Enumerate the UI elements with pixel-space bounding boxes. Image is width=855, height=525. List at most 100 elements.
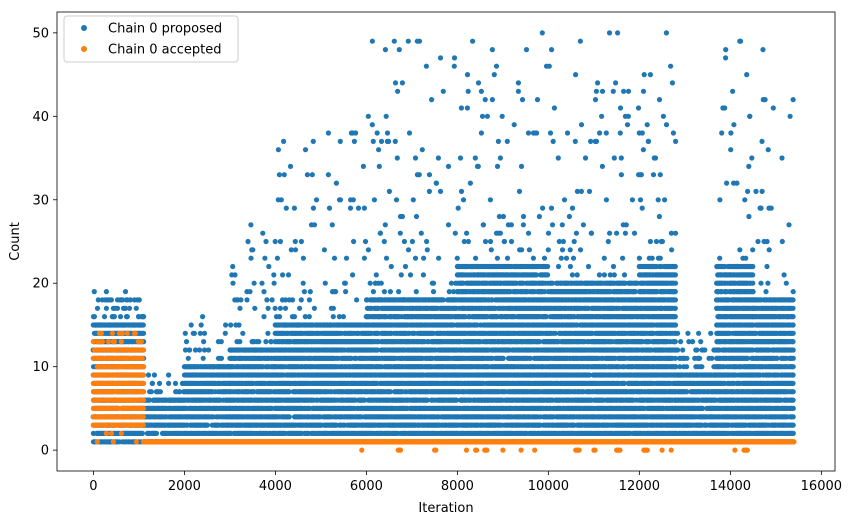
proposed-point — [265, 330, 271, 336]
proposed-point — [133, 305, 139, 311]
proposed-point — [395, 88, 401, 94]
proposed-point — [263, 339, 269, 345]
proposed-point — [353, 130, 359, 136]
proposed-point — [396, 47, 402, 53]
proposed-point — [369, 122, 375, 128]
proposed-point — [205, 347, 212, 353]
proposed-point — [292, 247, 299, 253]
proposed-point — [146, 397, 153, 403]
proposed-point — [263, 238, 269, 245]
proposed-point — [268, 339, 274, 345]
proposed-point — [198, 322, 204, 328]
proposed-point — [183, 339, 190, 345]
proposed-point — [410, 197, 416, 203]
proposed-point — [188, 322, 194, 328]
proposed-point — [287, 163, 294, 169]
proposed-point — [374, 130, 380, 136]
proposed-point — [392, 80, 399, 86]
proposed-point — [298, 297, 304, 303]
proposed-point — [230, 263, 236, 270]
proposed-point — [251, 280, 257, 286]
proposed-point — [124, 314, 130, 320]
proposed-point — [103, 289, 109, 295]
proposed-point — [182, 347, 189, 353]
proposed-point — [401, 238, 407, 245]
proposed-point — [122, 305, 128, 311]
proposed-point — [351, 138, 357, 144]
proposed-point — [172, 380, 179, 386]
proposed-point — [94, 305, 101, 311]
proposed-point — [437, 188, 444, 194]
proposed-point — [464, 230, 470, 236]
proposed-point — [454, 255, 460, 261]
proposed-point — [252, 305, 258, 311]
proposed-point — [114, 305, 121, 311]
proposed-point — [108, 297, 114, 303]
proposed-point — [382, 222, 388, 228]
proposed-point — [261, 314, 267, 320]
proposed-point — [386, 138, 392, 144]
proposed-point — [458, 188, 465, 194]
proposed-point — [264, 297, 270, 303]
proposed-point — [383, 113, 389, 119]
proposed-point — [218, 355, 225, 361]
proposed-point — [350, 197, 356, 203]
proposed-point — [467, 180, 473, 186]
proposed-point — [381, 289, 387, 295]
proposed-point — [282, 297, 289, 303]
proposed-point — [413, 289, 419, 295]
proposed-point — [141, 314, 147, 320]
proposed-point — [367, 280, 373, 286]
proposed-point — [416, 38, 423, 44]
proposed-point — [343, 289, 349, 295]
proposed-point — [91, 314, 97, 320]
proposed-point — [426, 172, 433, 178]
proposed-point — [127, 297, 133, 303]
proposed-point — [460, 197, 467, 203]
proposed-point — [405, 247, 412, 253]
proposed-point — [304, 172, 310, 178]
proposed-point — [376, 147, 382, 153]
proposed-point — [272, 305, 278, 311]
proposed-point — [387, 289, 393, 295]
proposed-point — [424, 238, 430, 245]
proposed-point — [436, 255, 442, 261]
proposed-point — [310, 138, 316, 144]
proposed-point — [451, 63, 457, 69]
proposed-point — [281, 172, 287, 178]
proposed-point — [201, 339, 207, 345]
proposed-point — [274, 255, 280, 261]
proposed-point — [397, 230, 403, 236]
proposed-point — [409, 238, 415, 245]
proposed-point — [271, 280, 277, 286]
proposed-point — [326, 205, 333, 211]
proposed-point — [266, 263, 272, 270]
proposed-point — [281, 138, 287, 144]
proposed-point — [91, 289, 97, 295]
proposed-point — [433, 180, 439, 186]
proposed-point — [455, 205, 461, 211]
proposed-point — [381, 238, 387, 245]
proposed-point — [276, 314, 283, 320]
proposed-point — [182, 330, 188, 336]
proposed-point — [331, 255, 338, 261]
proposed-point — [237, 305, 243, 311]
proposed-point — [201, 330, 208, 336]
proposed-point — [370, 138, 376, 144]
proposed-point — [321, 247, 327, 253]
proposed-point — [259, 280, 265, 286]
proposed-point — [333, 180, 339, 186]
proposed-point — [306, 297, 312, 303]
proposed-point — [470, 38, 476, 44]
proposed-point — [122, 289, 129, 295]
proposed-point — [405, 38, 411, 44]
proposed-point — [399, 213, 405, 220]
proposed-point — [300, 280, 306, 286]
proposed-point — [383, 255, 390, 261]
proposed-point — [426, 188, 432, 194]
proposed-point — [236, 322, 242, 328]
proposed-point — [222, 330, 228, 336]
proposed-point — [297, 305, 303, 311]
proposed-point — [347, 205, 354, 211]
